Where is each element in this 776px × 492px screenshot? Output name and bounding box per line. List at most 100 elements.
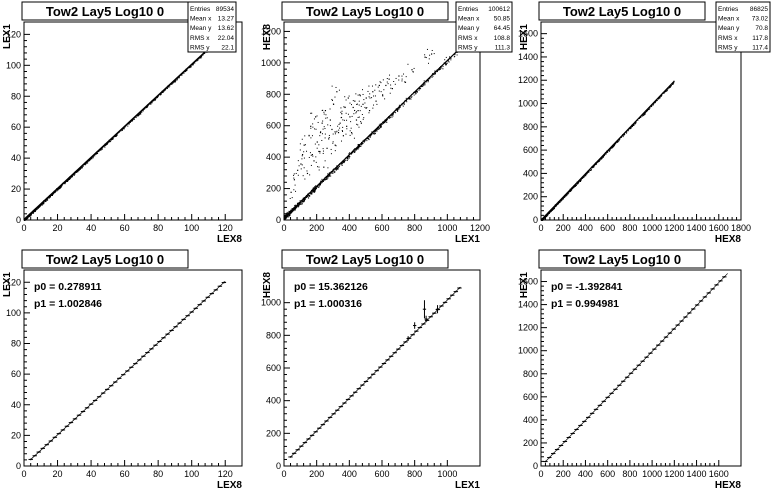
scatter-outlier <box>352 100 354 102</box>
stats-value: 13.27 <box>218 16 235 23</box>
scatter-outlier <box>310 164 312 166</box>
scatter-point <box>439 68 441 70</box>
scatter-point <box>29 215 31 217</box>
scatter-point <box>380 124 382 126</box>
scatter-outlier <box>373 104 375 106</box>
scatter-point <box>588 171 590 173</box>
scatter-outlier <box>360 121 362 123</box>
scatter-point <box>364 140 366 142</box>
fit-parameter: p0 = 15.362126 <box>294 281 368 293</box>
scatter-point <box>643 114 645 116</box>
x-tick-label: 400 <box>342 223 357 233</box>
y-tick-label: 0 <box>16 215 21 225</box>
scatter-point <box>200 57 202 59</box>
scatter-point <box>660 95 662 97</box>
scatter-outlier <box>358 104 360 106</box>
scatter-point <box>391 116 393 118</box>
y-tick-label: 400 <box>523 168 538 178</box>
x-tick-label: 200 <box>556 223 571 233</box>
scatter-point <box>380 126 382 128</box>
scatter-outlier <box>374 95 376 97</box>
scatter-point <box>552 208 554 210</box>
scatter-point <box>379 127 381 129</box>
scatter-point <box>358 146 360 148</box>
scatter-outlier <box>345 133 347 135</box>
scatter-point <box>554 208 556 210</box>
scatter-outlier <box>312 123 314 125</box>
scatter-point <box>140 113 142 115</box>
scatter-point <box>96 153 98 155</box>
scatter-point <box>427 80 429 82</box>
scatter-point <box>377 127 379 129</box>
scatter-point <box>595 163 597 165</box>
scatter-point <box>569 190 571 192</box>
scatter-point <box>573 186 575 188</box>
scatter-outlier <box>321 139 323 141</box>
title-box <box>281 249 449 269</box>
x-tick-label: 600 <box>374 469 389 479</box>
scatter-point <box>304 198 306 200</box>
scatter-point <box>622 135 624 137</box>
stats-value: 64.45 <box>494 25 511 32</box>
scatter-outlier <box>389 92 391 94</box>
panel-6: 0 200 400 600 800 1000 1200 1400 160002004006008… <box>518 249 742 491</box>
scatter-point <box>91 158 93 160</box>
scatter-outlier <box>328 134 330 136</box>
scatter-point <box>381 123 383 125</box>
scatter-point <box>434 70 436 72</box>
scatter-outlier <box>310 137 312 139</box>
stats-label: Mean x <box>458 16 480 23</box>
scatter-point <box>171 83 173 85</box>
scatter-point <box>104 146 106 148</box>
scatter-outlier <box>346 125 348 127</box>
scatter-point <box>43 202 45 204</box>
scatter-point <box>544 216 546 218</box>
stats-label: RMS y <box>458 44 478 51</box>
scatter-point <box>577 181 579 183</box>
scatter-point <box>302 197 304 199</box>
scatter-point <box>570 190 572 192</box>
scatter-point <box>41 204 43 206</box>
scatter-point <box>651 105 653 107</box>
stats-label: Mean y <box>190 25 212 32</box>
scatter-outlier <box>311 154 313 156</box>
scatter-outlier <box>365 107 367 109</box>
scatter-point <box>109 141 111 143</box>
scatter-point <box>77 170 79 172</box>
scatter-point <box>294 209 296 211</box>
scatter-point <box>142 110 144 112</box>
scatter-point <box>341 164 343 166</box>
y-tick-label: 80 <box>11 91 21 101</box>
scatter-outlier <box>318 150 320 153</box>
scatter-point <box>328 175 330 177</box>
scatter-point <box>608 150 610 152</box>
scatter-outlier <box>346 128 348 130</box>
scatter-point <box>369 136 371 138</box>
scatter-point <box>564 195 566 197</box>
scatter-outlier <box>401 80 403 82</box>
scatter-point <box>403 103 405 105</box>
scatter-band <box>283 44 465 219</box>
scatter-point <box>303 201 305 203</box>
scatter-point <box>440 68 442 70</box>
x-axis-label: HEX8 <box>715 234 742 245</box>
scatter-point <box>162 91 164 93</box>
scatter-outlier <box>329 125 331 127</box>
scatter-point <box>147 106 149 108</box>
scatter-point <box>594 165 596 167</box>
scatter-point <box>294 208 296 210</box>
scatter-point <box>397 109 399 111</box>
scatter-point <box>578 180 580 182</box>
scatter-point <box>454 55 456 57</box>
y-tick-label: 200 <box>266 184 281 194</box>
y-tick-label: 0 <box>533 215 538 225</box>
scatter-point <box>87 161 89 163</box>
scatter-point <box>116 134 118 136</box>
x-tick-label: 0 <box>538 469 543 479</box>
scatter-point <box>315 187 317 189</box>
scatter-point <box>314 186 316 188</box>
scatter-point <box>67 180 69 182</box>
scatter-point <box>614 143 616 145</box>
scatter-point <box>293 205 295 207</box>
scatter-point <box>386 119 388 121</box>
